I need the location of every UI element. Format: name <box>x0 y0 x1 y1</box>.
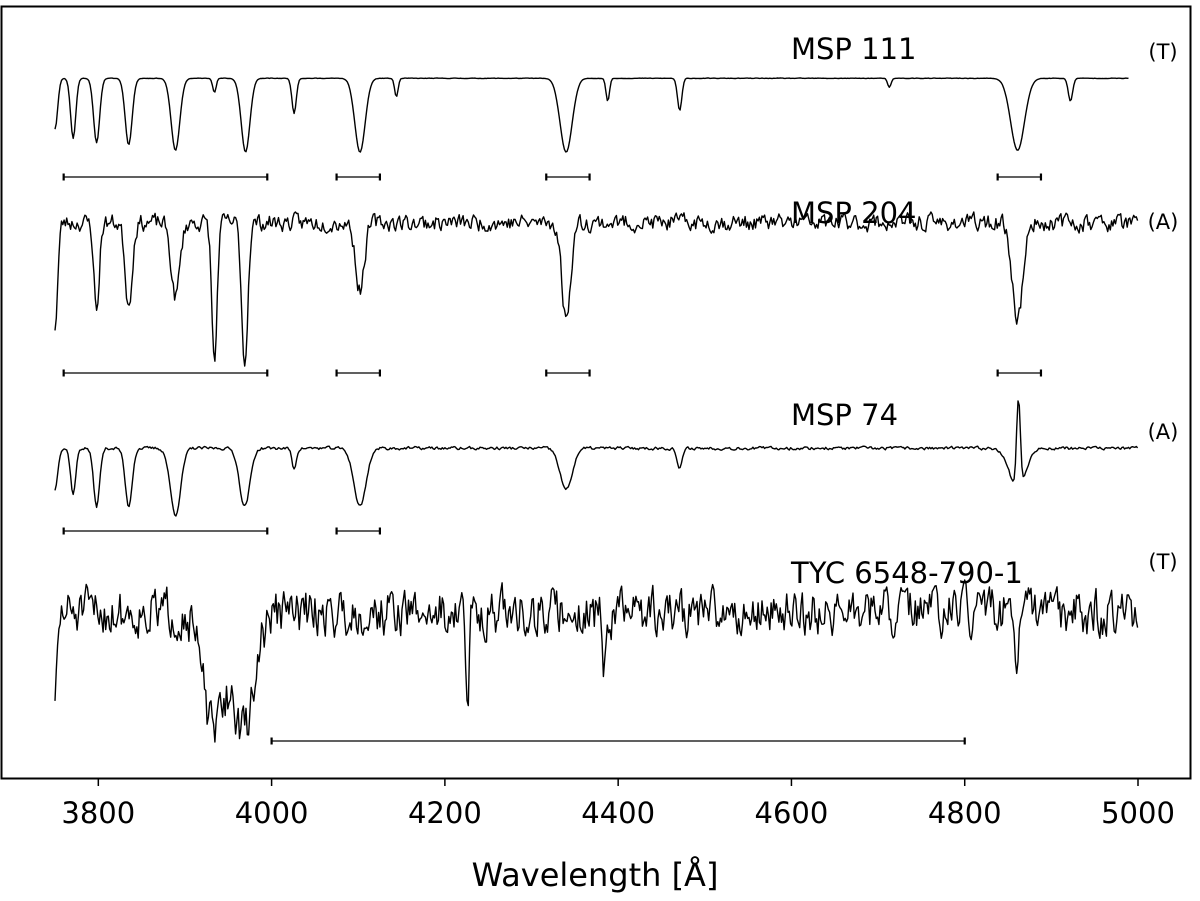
spectrum-line <box>54 211 1139 367</box>
spectrum-label: MSP 204 <box>791 196 917 230</box>
index-range-bar <box>335 369 381 377</box>
index-range-bar <box>996 173 1043 181</box>
x-tick-label: 4800 <box>928 796 1002 830</box>
x-axis: 3800 4000 4200 4400 4600 4800 5000 <box>61 778 1175 830</box>
spectrum-panel: MSP 204 (A) <box>54 196 1179 377</box>
x-tick-label: 3800 <box>61 796 135 830</box>
spectrum-line <box>54 77 1129 153</box>
x-tick-label: 4600 <box>755 796 829 830</box>
spectral-class-label: (T) <box>1148 40 1177 64</box>
index-range-bar <box>62 527 269 535</box>
spectrum-label: MSP 111 <box>791 32 917 66</box>
index-range-bar <box>62 369 269 377</box>
spectra-group: MSP 111 (T) MSP 204 (A) MSP 74 (A) TYC 6548-79… <box>54 32 1179 745</box>
index-range-bar <box>545 369 591 377</box>
spectrum-line <box>54 579 1139 743</box>
spectral-class-label: (T) <box>1148 550 1177 574</box>
spectral-class-label: (A) <box>1148 210 1179 234</box>
spectrum-panel: MSP 74 (A) <box>54 398 1179 535</box>
index-range-bar <box>545 173 591 181</box>
plot-frame <box>0 5 1192 780</box>
index-range-bar <box>335 527 381 535</box>
spectral-class-label: (A) <box>1148 420 1179 444</box>
x-tick-label: 4000 <box>235 796 309 830</box>
index-range-bar <box>62 173 269 181</box>
x-tick-label: 5000 <box>1101 796 1175 830</box>
x-axis-label: Wavelength [Å] <box>472 856 719 894</box>
spectrum-label: MSP 74 <box>791 398 898 432</box>
x-tick-label: 4400 <box>581 796 655 830</box>
index-range-bar <box>996 369 1043 377</box>
spectrum-line <box>54 400 1139 517</box>
spectrum-panel: MSP 111 (T) <box>54 32 1178 181</box>
spectrum-label: TYC 6548-790-1 <box>790 556 1023 590</box>
x-tick-label: 4200 <box>408 796 482 830</box>
index-range-bar <box>270 737 966 745</box>
index-range-bar <box>335 173 381 181</box>
spectrum-panel: TYC 6548-790-1 (T) <box>54 550 1178 745</box>
